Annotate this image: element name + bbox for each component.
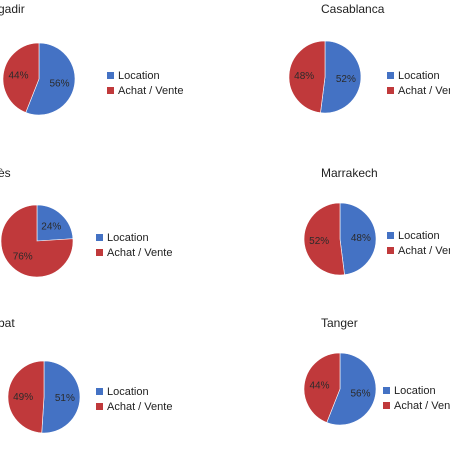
pct-label-location: 56% [351, 388, 371, 399]
pct-label-achat-vente: 76% [13, 252, 33, 263]
pct-label-location: 52% [336, 74, 356, 85]
legend-item-achat-vente: Achat / Vente [107, 83, 183, 98]
legend-label-achat-vente: Achat / Vente [118, 84, 184, 97]
legend-label-location: Location [118, 69, 160, 82]
slice-achat-vente [288, 40, 326, 114]
legend-swatch-achat-vente [96, 249, 103, 256]
chart-title-tanger: Tanger [321, 316, 358, 330]
slice-location [36, 204, 74, 242]
legend-label-achat-vente: Achat / Vente [394, 399, 450, 412]
pct-label-achat-vente: 44% [8, 71, 28, 82]
legend-tanger: Location Achat / Vente [383, 383, 450, 413]
legend-label-location: Location [107, 231, 149, 244]
slice-achat-vente [0, 204, 74, 278]
legend-swatch-location [96, 234, 103, 241]
legend-marrakech: Location Achat / Vente [387, 228, 450, 258]
legend-swatch-achat-vente [383, 402, 390, 409]
legend-label-achat-vente: Achat / Vente [107, 400, 173, 413]
legend-swatch-location [383, 387, 390, 394]
slice-achat-vente [2, 42, 40, 113]
pct-label-achat-vente: 52% [309, 236, 329, 247]
legend-item-location: Location [387, 68, 450, 83]
slice-achat-vente [303, 352, 341, 423]
legend-item-location: Location [387, 228, 450, 243]
chart-title-marrakech: Marrakech [321, 166, 378, 180]
legend-label-location: Location [107, 385, 149, 398]
pie-chart-tanger: 56% 44% [303, 352, 377, 426]
chart-title-casablanca: Casablanca [321, 2, 385, 16]
legend-item-achat-vente: Achat / Vente [387, 243, 450, 258]
pie-chart-fes: 24% 76% [0, 204, 74, 278]
chart-title-rabat: bat [0, 316, 15, 330]
legend-label-location: Location [394, 384, 436, 397]
legend-item-achat-vente: Achat / Vente [387, 83, 450, 98]
slice-achat-vente [303, 202, 345, 276]
pct-label-location: 51% [55, 393, 75, 404]
chart-title-agadir: gadir [0, 2, 25, 16]
legend-fes: Location Achat / Vente [96, 230, 172, 260]
pct-label-achat-vente: 49% [13, 392, 33, 403]
pct-label-achat-vente: 48% [294, 71, 314, 82]
legend-label-achat-vente: Achat / Vente [398, 244, 450, 257]
pie-chart-casablanca: 52% 48% [288, 40, 362, 114]
legend-label-location: Location [398, 229, 440, 242]
legend-label-achat-vente: Achat / Vente [107, 246, 173, 259]
legend-label-achat-vente: Achat / Vente [398, 84, 450, 97]
legend-swatch-location [96, 388, 103, 395]
slice-achat-vente [7, 360, 45, 434]
legend-item-location: Location [383, 383, 450, 398]
legend-rabat: Location Achat / Vente [96, 384, 172, 414]
chart-title-fes: ès [0, 166, 11, 180]
legend-item-achat-vente: Achat / Vente [383, 398, 450, 413]
legend-item-location: Location [96, 384, 172, 399]
pct-label-location: 56% [50, 78, 70, 89]
legend-swatch-location [387, 232, 394, 239]
slice-location [339, 202, 377, 276]
legend-swatch-achat-vente [96, 403, 103, 410]
legend-item-location: Location [107, 68, 183, 83]
legend-swatch-achat-vente [387, 247, 394, 254]
pie-chart-agadir: 56% 44% [2, 42, 76, 116]
legend-agadir: Location Achat / Vente [107, 68, 183, 98]
slice-location [41, 360, 81, 434]
legend-swatch-location [387, 72, 394, 79]
pct-label-achat-vente: 44% [309, 381, 329, 392]
legend-swatch-achat-vente [107, 87, 114, 94]
pct-label-location: 24% [41, 221, 61, 232]
legend-label-location: Location [398, 69, 440, 82]
legend-swatch-location [107, 72, 114, 79]
slice-location [326, 352, 377, 426]
legend-casablanca: Location Achat / Vente [387, 68, 450, 98]
pct-label-location: 48% [351, 233, 371, 244]
pie-chart-marrakech: 48% 52% [303, 202, 377, 276]
legend-item-achat-vente: Achat / Vente [96, 245, 172, 260]
slice-location [25, 42, 76, 116]
slice-location [320, 40, 362, 114]
legend-item-achat-vente: Achat / Vente [96, 399, 172, 414]
legend-item-location: Location [96, 230, 172, 245]
pie-chart-rabat: 51% 49% [7, 360, 81, 434]
legend-swatch-achat-vente [387, 87, 394, 94]
